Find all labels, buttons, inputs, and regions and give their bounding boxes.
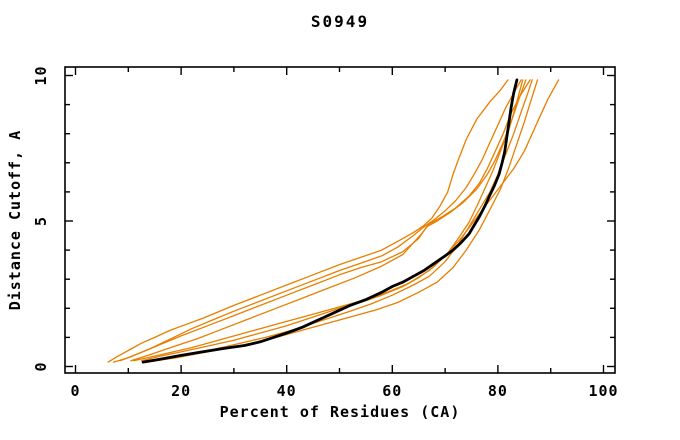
series-line-model-2-orange [112, 79, 522, 363]
y-axis-label: Distance Cutoff, A [6, 130, 24, 311]
series-line-model-4-orange [130, 79, 531, 362]
series-line-model-6-orange [143, 79, 533, 363]
series-line-model-3-orange [119, 79, 527, 362]
series-line-model-8-orange [132, 79, 560, 362]
x-tick-label: 80 [488, 382, 508, 400]
y-tick-label: 10 [32, 65, 50, 85]
x-axis-label: Percent of Residues (CA) [220, 403, 461, 421]
series-line-reference-thick-black [141, 78, 519, 364]
x-tick-label: 40 [277, 382, 297, 400]
y-tick-label: 0 [32, 361, 50, 371]
plot-frame [64, 66, 616, 374]
x-tick-label: 20 [171, 382, 191, 400]
plot-area: 0 20 40 60 80 100 0 5 10 [32, 65, 618, 400]
series-line-model-1-orange [107, 79, 509, 363]
x-tick-label: 100 [588, 382, 618, 400]
y-tick-label: 5 [32, 216, 50, 226]
x-tick-label: 0 [70, 382, 80, 400]
series-line-model-7-orange [146, 79, 539, 363]
series-line-model-5-orange [140, 79, 524, 362]
x-tick-label: 60 [382, 382, 402, 400]
chart-title: S0949 [311, 12, 369, 31]
